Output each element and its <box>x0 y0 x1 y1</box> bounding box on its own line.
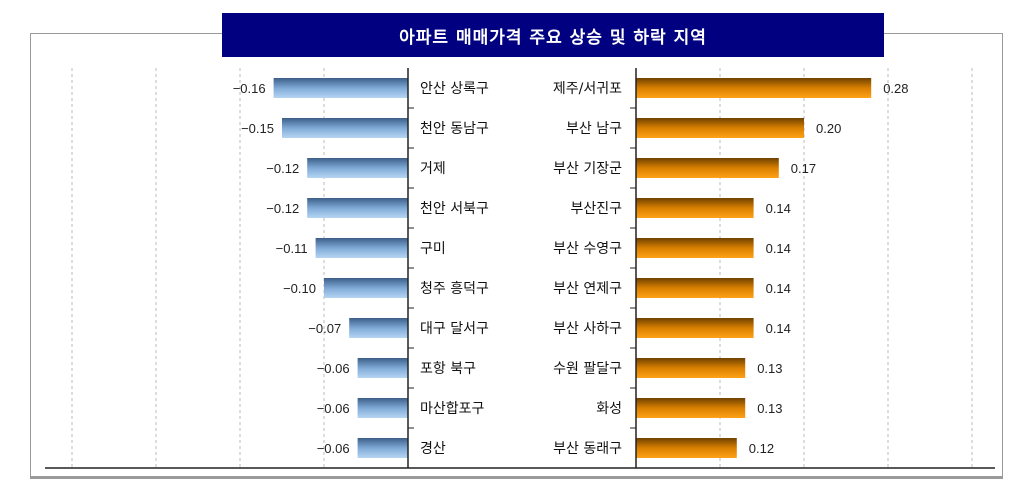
data-label: −0.16 <box>233 81 266 96</box>
category-label: 거제 <box>420 161 446 177</box>
data-label: −0.15 <box>241 121 274 136</box>
category-label: 화성 <box>596 401 622 417</box>
data-label: 0.20 <box>816 121 841 136</box>
data-label: −0.06 <box>317 401 350 416</box>
bar-decline <box>282 118 408 138</box>
data-label: 0.13 <box>757 361 782 376</box>
category-label: 구미 <box>420 241 446 257</box>
category-label: 경산 <box>420 441 446 457</box>
bar-decline <box>307 198 408 218</box>
data-label: −0.06 <box>317 441 350 456</box>
bar-decline <box>315 238 408 258</box>
category-label: 부산 기장군 <box>553 161 622 177</box>
category-label: 부산 연제구 <box>553 281 622 297</box>
category-label: 부산 남구 <box>566 121 622 137</box>
bar-decline <box>349 318 408 338</box>
chart-title: 아파트 매매가격 주요 상승 및 하락 지역 <box>222 13 884 57</box>
category-label: 제주/서귀포 <box>553 81 622 97</box>
category-label: 부산진구 <box>570 201 622 217</box>
category-label: 마산합포구 <box>420 401 485 417</box>
bar-increase <box>636 198 754 218</box>
category-label: 포항 북구 <box>420 361 476 377</box>
bar-increase <box>636 358 746 378</box>
category-label: 대구 달서구 <box>420 321 489 337</box>
category-label: 부산 수영구 <box>553 241 622 257</box>
data-label: 0.14 <box>766 281 791 296</box>
data-label: 0.14 <box>766 321 791 336</box>
category-label: 부산 동래구 <box>553 441 622 457</box>
bar-increase <box>636 78 872 98</box>
bar-decline <box>307 158 408 178</box>
data-label: 0.14 <box>766 241 791 256</box>
data-label: −0.11 <box>276 241 308 256</box>
bar-decline <box>357 358 408 378</box>
data-label: 0.12 <box>749 441 774 456</box>
data-label: −0.07 <box>308 321 341 336</box>
data-label: 0.28 <box>883 81 908 96</box>
category-label: 천안 동남구 <box>420 121 489 137</box>
category-label: 수원 팔달구 <box>553 361 622 377</box>
bar-increase <box>636 318 754 338</box>
bar-increase <box>636 278 754 298</box>
data-label: −0.12 <box>266 161 299 176</box>
data-label: 0.13 <box>757 401 782 416</box>
category-label: 천안 서북구 <box>420 201 489 217</box>
bar-decline <box>357 438 408 458</box>
bar-decline <box>324 278 408 298</box>
category-label: 안산 상록구 <box>420 81 489 97</box>
bar-decline <box>357 398 408 418</box>
bar-increase <box>636 398 746 418</box>
data-label: −0.06 <box>317 361 350 376</box>
data-label: 0.14 <box>766 201 791 216</box>
category-label: 부산 사하구 <box>553 321 622 337</box>
bar-increase <box>636 238 754 258</box>
bar-increase <box>636 118 804 138</box>
bar-decline <box>273 78 408 98</box>
bar-increase <box>636 158 779 178</box>
bar-increase <box>636 438 737 458</box>
data-label: 0.17 <box>791 161 816 176</box>
data-label: −0.10 <box>283 281 316 296</box>
data-label: −0.12 <box>266 201 299 216</box>
category-label: 청주 흥덕구 <box>420 281 489 297</box>
